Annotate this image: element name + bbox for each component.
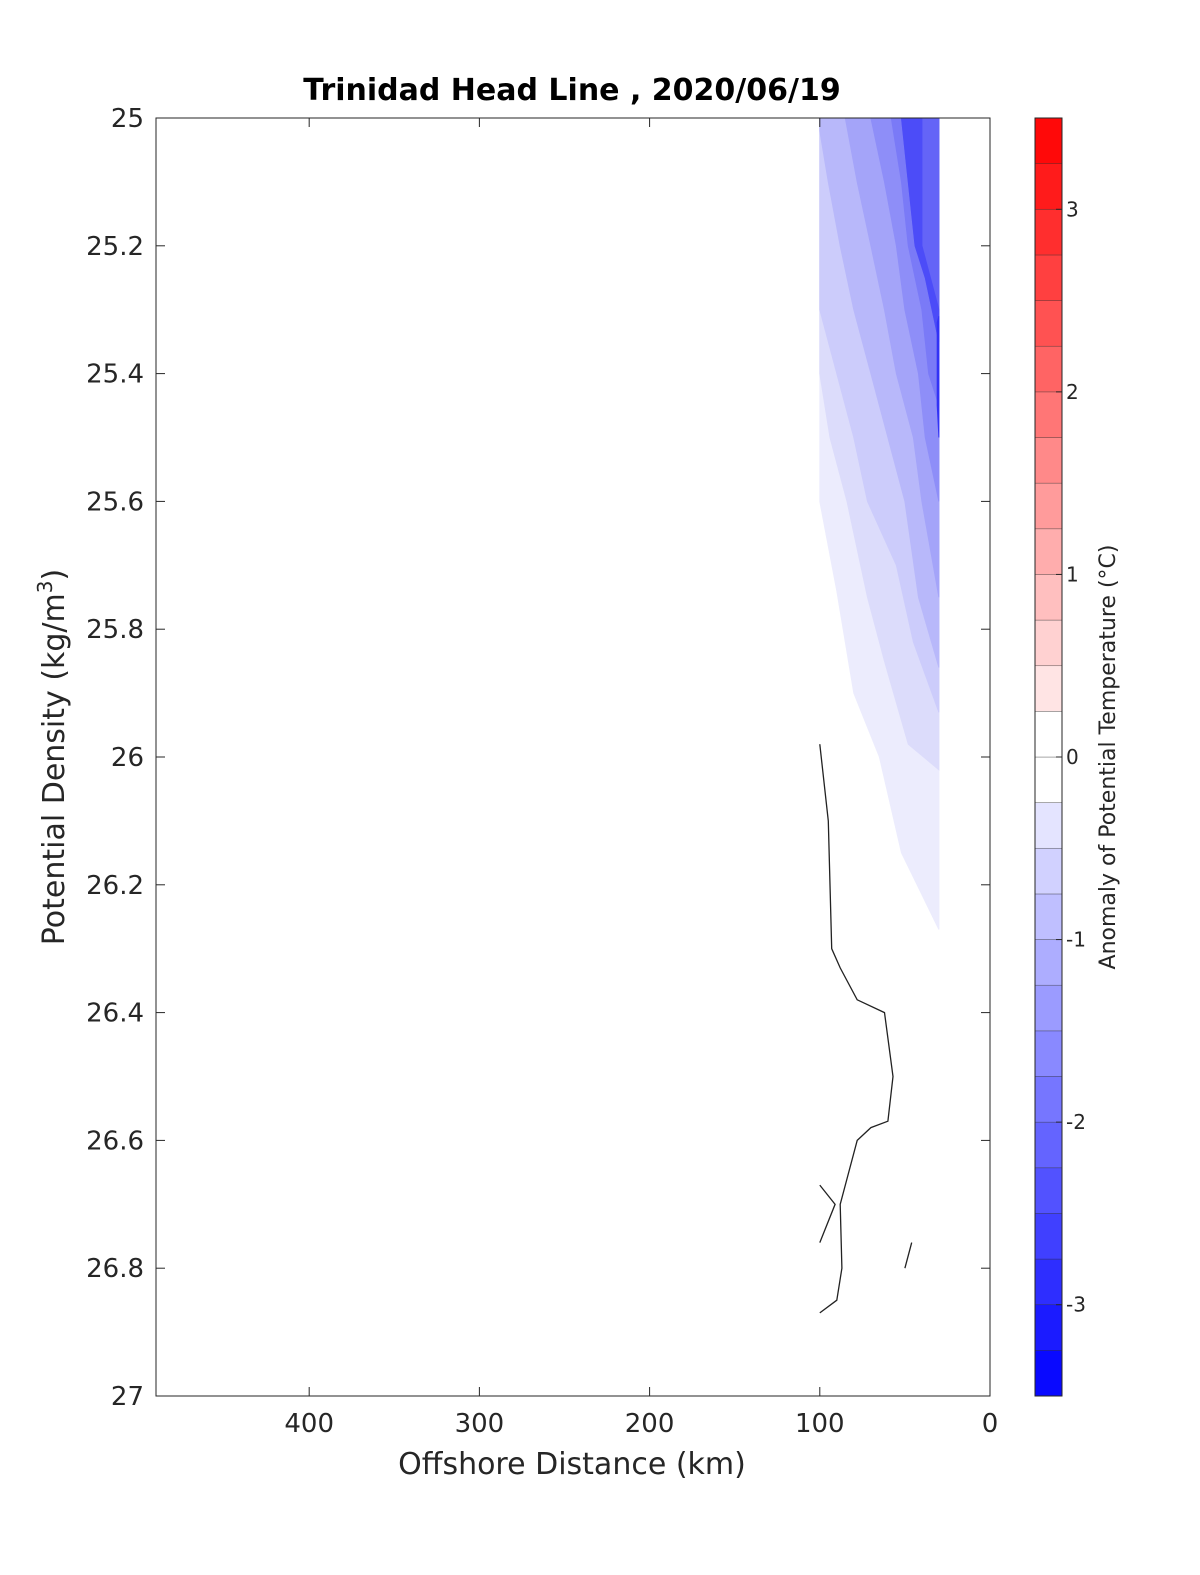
colorbar-segment bbox=[1034, 756, 1063, 803]
colorbar-segment bbox=[1034, 208, 1063, 256]
x-axis: 400 300 200 100 0 bbox=[284, 118, 998, 1439]
x-tick-label: 400 bbox=[284, 1409, 334, 1439]
colorbar-segment bbox=[1034, 300, 1063, 347]
colorbar-tick-label: -3 bbox=[1066, 1293, 1086, 1317]
colorbar-tick-label: 1 bbox=[1066, 562, 1079, 586]
colorbar-tick-label: 2 bbox=[1066, 380, 1079, 404]
colorbar-segment bbox=[1034, 939, 1063, 986]
contour-fills bbox=[819, 117, 940, 930]
colorbar-segment bbox=[1034, 391, 1063, 438]
colorbar-segment bbox=[1034, 711, 1063, 758]
colorbar-segment bbox=[1034, 1213, 1063, 1260]
colorbar-segment bbox=[1034, 1350, 1063, 1397]
y-axis-label-close: ) bbox=[37, 569, 72, 581]
colorbar-segment bbox=[1034, 1121, 1063, 1169]
x-tick-label: 0 bbox=[982, 1409, 999, 1439]
x-tick-label: 100 bbox=[795, 1409, 845, 1439]
y-tick-label: 25.2 bbox=[86, 232, 144, 262]
colorbar-tick-label: 3 bbox=[1066, 197, 1079, 221]
colorbar-segment bbox=[1034, 254, 1063, 301]
colorbar bbox=[1034, 117, 1063, 1397]
y-tick-label: 26.4 bbox=[86, 999, 144, 1029]
zero-contour-line-1 bbox=[819, 1184, 836, 1243]
y-tick-label: 25.4 bbox=[86, 360, 144, 390]
colorbar-tick-label: -2 bbox=[1066, 1110, 1086, 1134]
colorbar-segment bbox=[1034, 345, 1063, 393]
colorbar-segment bbox=[1034, 1076, 1063, 1123]
y-tick-label: 26.6 bbox=[86, 1126, 144, 1156]
colorbar-segment bbox=[1034, 893, 1063, 940]
y-axis: 25 25.2 25.4 25.6 25.8 26 26.2 26.4 26.6 26.8 27 bbox=[86, 104, 990, 1412]
x-tick-label: 300 bbox=[455, 1409, 505, 1439]
colorbar-segment bbox=[1034, 437, 1063, 484]
y-tick-label: 26.8 bbox=[86, 1254, 144, 1284]
y-axis-label-superscript: 3 bbox=[33, 580, 57, 593]
colorbar-segment bbox=[1034, 1030, 1063, 1077]
x-axis-label: Offshore Distance (km) bbox=[398, 1447, 746, 1482]
y-tick-label: 25.8 bbox=[86, 615, 144, 645]
colorbar-tick-label: 0 bbox=[1066, 745, 1079, 769]
contour-fill-9 bbox=[936, 315, 940, 438]
contour-fill-8 bbox=[900, 117, 940, 342]
colorbar-segment bbox=[1034, 665, 1063, 712]
y-tick-label: 25 bbox=[111, 104, 144, 134]
colorbar-segment bbox=[1034, 482, 1063, 530]
colorbar-segment bbox=[1034, 802, 1063, 849]
zero-contour-lines bbox=[819, 744, 913, 1314]
colorbar-segment bbox=[1034, 1167, 1063, 1214]
y-tick-label: 25.6 bbox=[86, 487, 144, 517]
zero-contour-line-2 bbox=[904, 1242, 913, 1269]
colorbar-segment bbox=[1034, 1304, 1063, 1351]
zero-contour-line-0 bbox=[819, 744, 894, 1314]
y-tick-label: 26.2 bbox=[86, 871, 144, 901]
colorbar-segment bbox=[1034, 163, 1063, 210]
colorbar-segment bbox=[1034, 619, 1063, 667]
colorbar-ticks: 3 2 1 0 -1 -2 -3 bbox=[1056, 197, 1086, 1317]
y-tick-label: 27 bbox=[111, 1382, 144, 1412]
x-tick-label: 200 bbox=[625, 1409, 675, 1439]
y-axis-label: Potential Density (kg/m3) bbox=[33, 569, 72, 945]
colorbar-segment bbox=[1034, 984, 1063, 1032]
colorbar-segment bbox=[1034, 574, 1063, 621]
colorbar-tick-label: -1 bbox=[1066, 928, 1086, 952]
colorbar-label: Anomaly of Potential Temperature (°C) bbox=[1096, 545, 1121, 970]
y-tick-label: 26 bbox=[111, 743, 144, 773]
colorbar-segment bbox=[1034, 847, 1063, 895]
colorbar-segment bbox=[1034, 528, 1063, 575]
colorbar-segment bbox=[1034, 117, 1063, 164]
colorbar-segment bbox=[1034, 1258, 1063, 1306]
chart-title: Trinidad Head Line , 2020/06/19 bbox=[303, 73, 840, 108]
